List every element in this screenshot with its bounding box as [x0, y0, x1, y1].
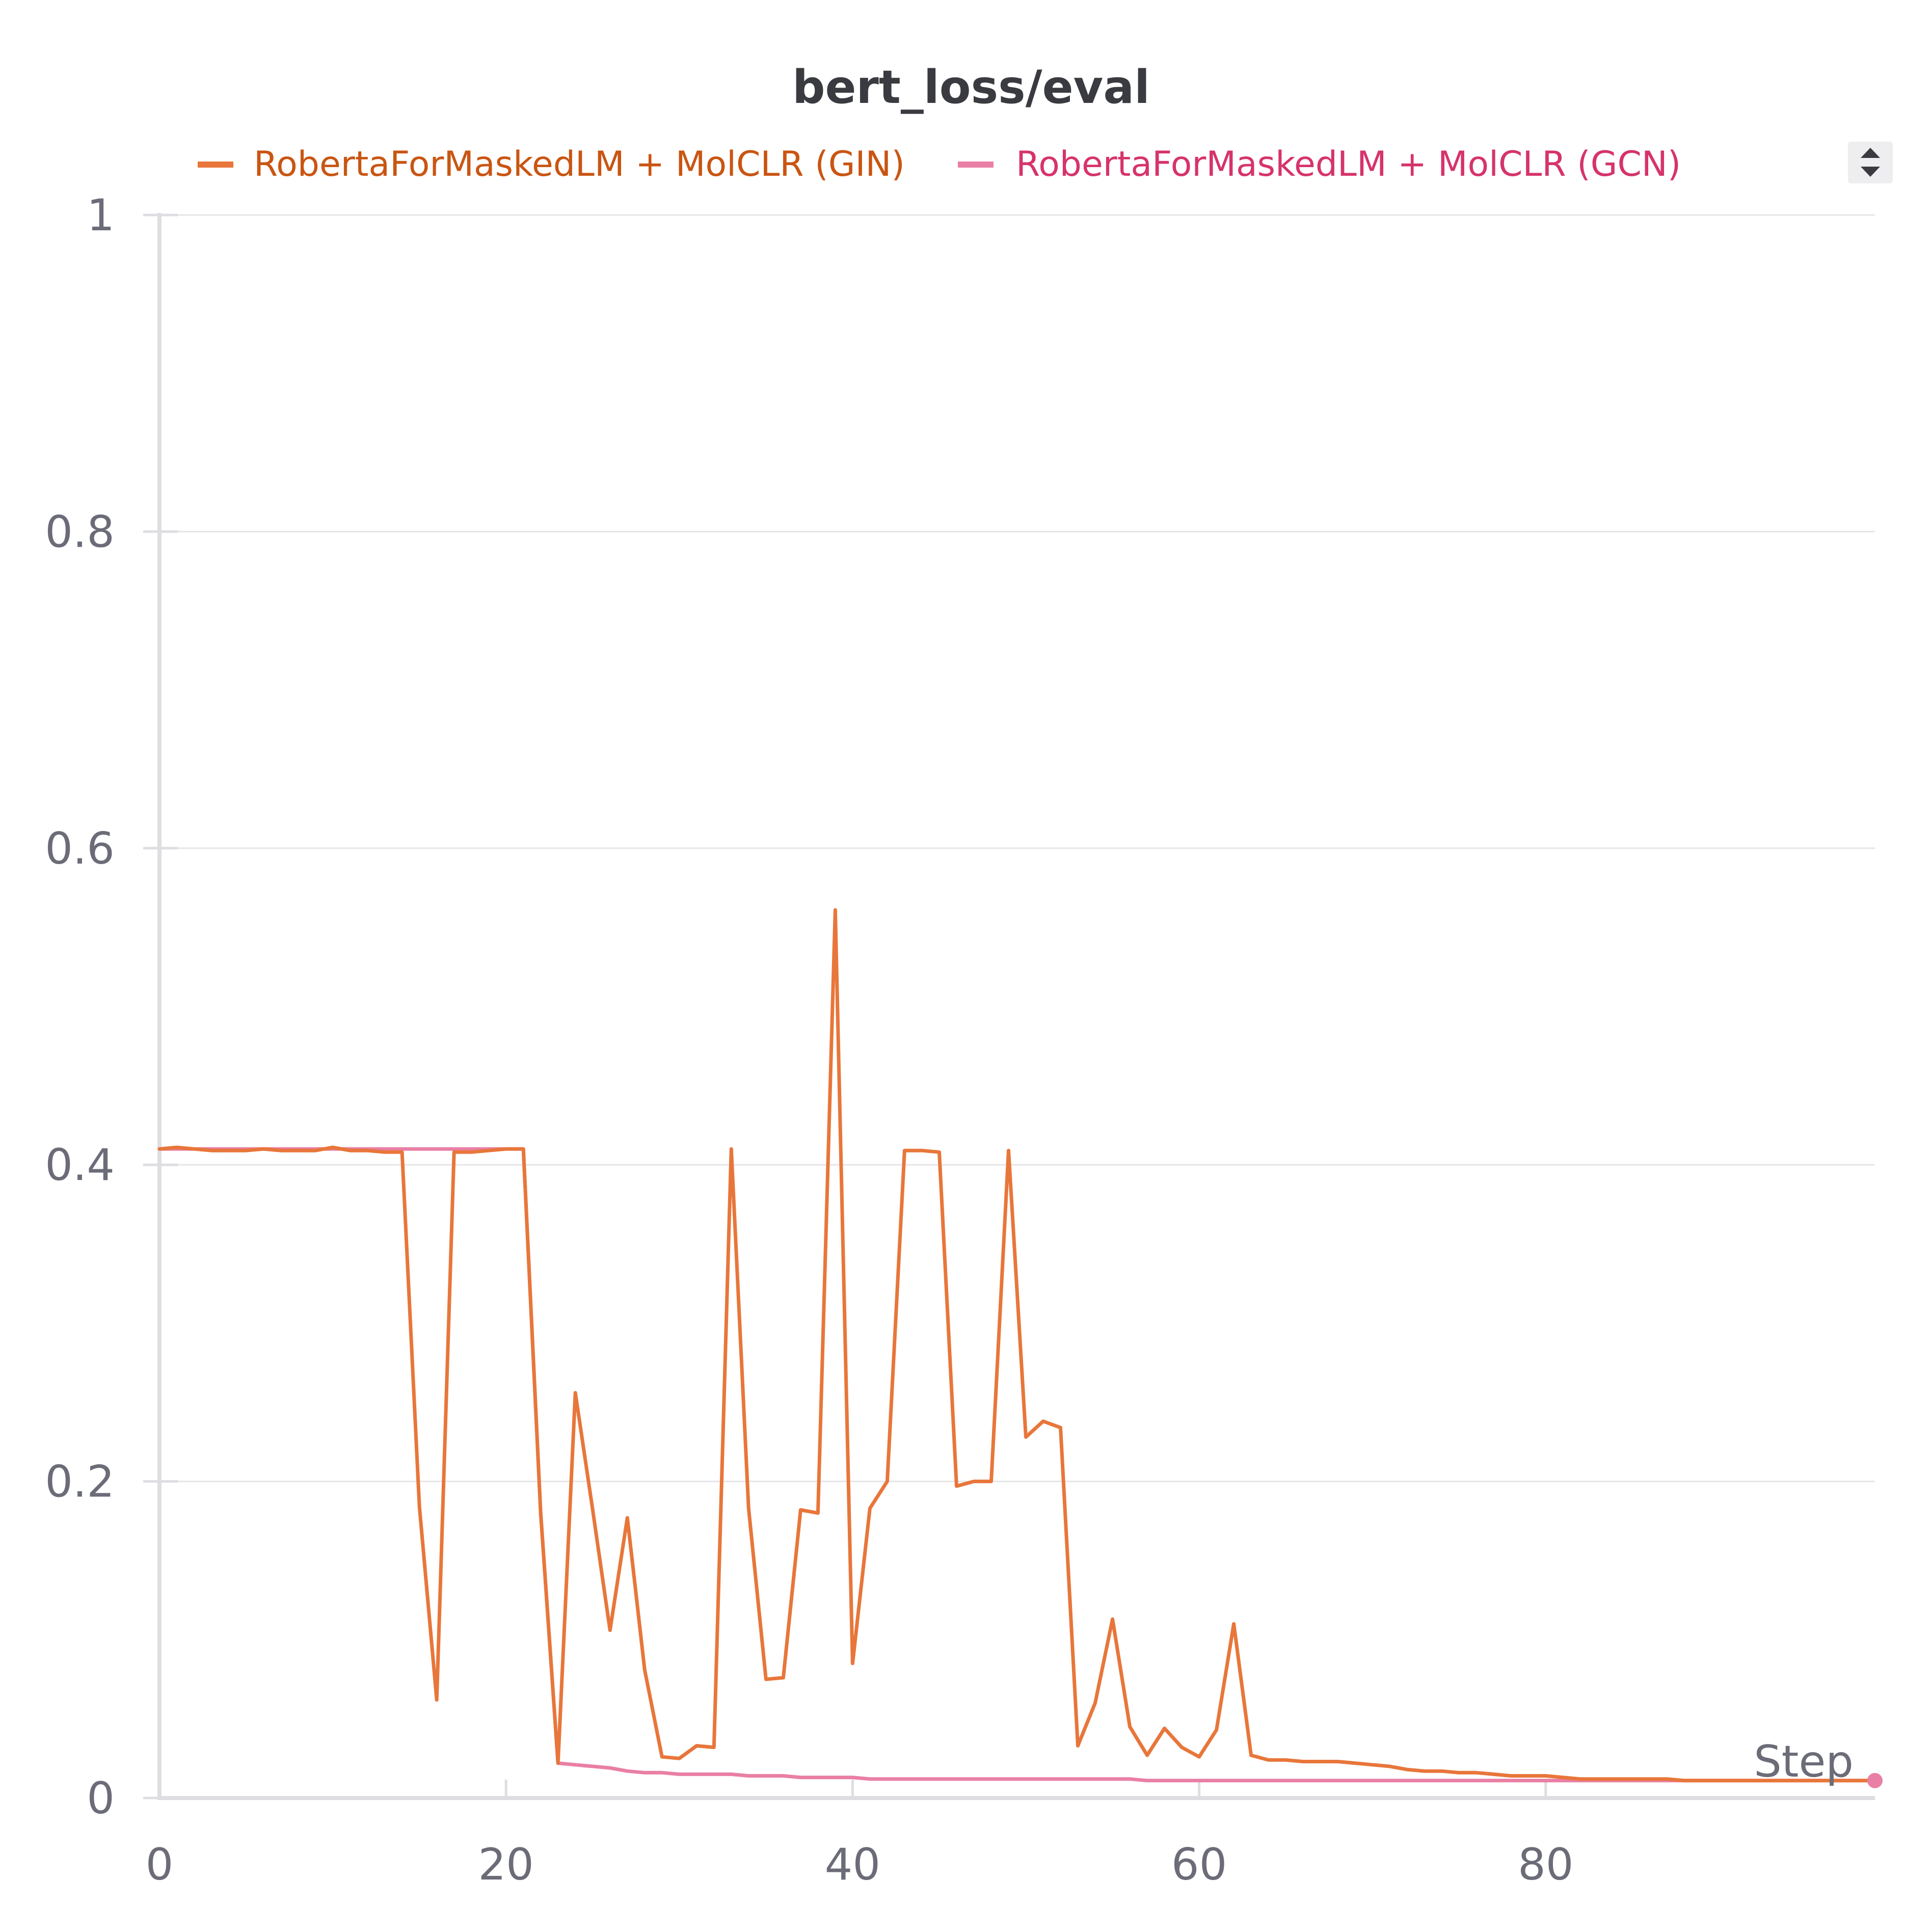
legend-label-gin: RobertaForMaskedLM + MolCLR (GIN) [254, 144, 905, 184]
y-tick-label: 1 [87, 190, 115, 241]
x-axis-tick-labels: 0 20 40 60 80 [146, 1839, 1574, 1890]
y-tick-label: 0.6 [45, 823, 115, 874]
y-tick-label: 0.8 [45, 506, 115, 557]
legend-item-gin[interactable]: RobertaForMaskedLM + MolCLR (GIN) [198, 144, 905, 184]
x-tick-label: 40 [825, 1839, 880, 1890]
x-axis-label: Step [1754, 1736, 1854, 1787]
series-layer [157, 908, 1883, 1788]
legend-item-gcn[interactable]: RobertaForMaskedLM + MolCLR (GCN) [958, 144, 1681, 184]
x-tick-label: 0 [146, 1839, 174, 1890]
sort-arrows-icon[interactable] [1848, 142, 1893, 183]
series-end-point-gcn [1867, 1773, 1883, 1788]
legend-label-gcn: RobertaForMaskedLM + MolCLR (GCN) [1016, 144, 1681, 184]
x-tick-label: 60 [1171, 1839, 1227, 1890]
y-axis-tick-labels: 0 0.2 0.4 0.6 0.8 1 [45, 190, 115, 1824]
y-tick-label: 0.4 [45, 1140, 115, 1191]
chart-title: bert_loss/eval [792, 61, 1150, 114]
y-tick-label: 0.2 [45, 1457, 115, 1508]
series-line-gin [157, 908, 1877, 1783]
x-tick-label: 80 [1518, 1839, 1573, 1890]
legend: RobertaForMaskedLM + MolCLR (GIN) Robert… [198, 142, 1893, 184]
legend-swatch-gcn [958, 162, 994, 168]
axes [143, 213, 1875, 1800]
y-tick-label: 0 [87, 1773, 115, 1824]
gridlines [159, 214, 1875, 1483]
legend-swatch-gin [198, 162, 233, 168]
x-tick-label: 20 [478, 1839, 533, 1890]
